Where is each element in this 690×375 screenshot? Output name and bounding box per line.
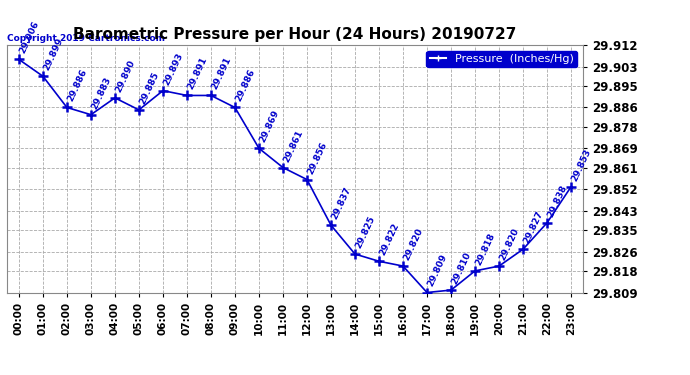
Text: 29.893: 29.893 (161, 51, 185, 87)
Text: 29.818: 29.818 (474, 231, 497, 267)
Text: 29.891: 29.891 (186, 56, 208, 91)
Text: 29.827: 29.827 (522, 210, 544, 245)
Text: 29.825: 29.825 (354, 214, 377, 250)
Text: 29.886: 29.886 (66, 68, 88, 103)
Text: 29.853: 29.853 (570, 147, 593, 183)
Text: 29.810: 29.810 (450, 251, 473, 286)
Text: 29.869: 29.869 (258, 109, 281, 144)
Text: 29.885: 29.885 (138, 70, 161, 106)
Text: 29.856: 29.856 (306, 140, 328, 176)
Text: 29.891: 29.891 (210, 56, 233, 91)
Text: 29.837: 29.837 (330, 186, 353, 221)
Text: Copyright 2019 Cartronics.com: Copyright 2019 Cartronics.com (7, 33, 165, 42)
Text: 29.883: 29.883 (90, 75, 112, 111)
Legend: Pressure  (Inches/Hg): Pressure (Inches/Hg) (426, 51, 578, 67)
Text: 29.820: 29.820 (402, 227, 424, 262)
Text: 29.861: 29.861 (282, 128, 304, 164)
Text: 29.809: 29.809 (426, 253, 449, 288)
Text: 29.890: 29.890 (114, 58, 137, 94)
Text: 29.820: 29.820 (497, 227, 521, 262)
Text: 29.838: 29.838 (546, 183, 569, 219)
Text: 29.886: 29.886 (234, 68, 257, 103)
Text: 29.822: 29.822 (378, 222, 401, 257)
Title: Barometric Pressure per Hour (24 Hours) 20190727: Barometric Pressure per Hour (24 Hours) … (73, 27, 517, 42)
Text: 29.906: 29.906 (18, 20, 41, 55)
Text: 29.899: 29.899 (41, 36, 65, 72)
